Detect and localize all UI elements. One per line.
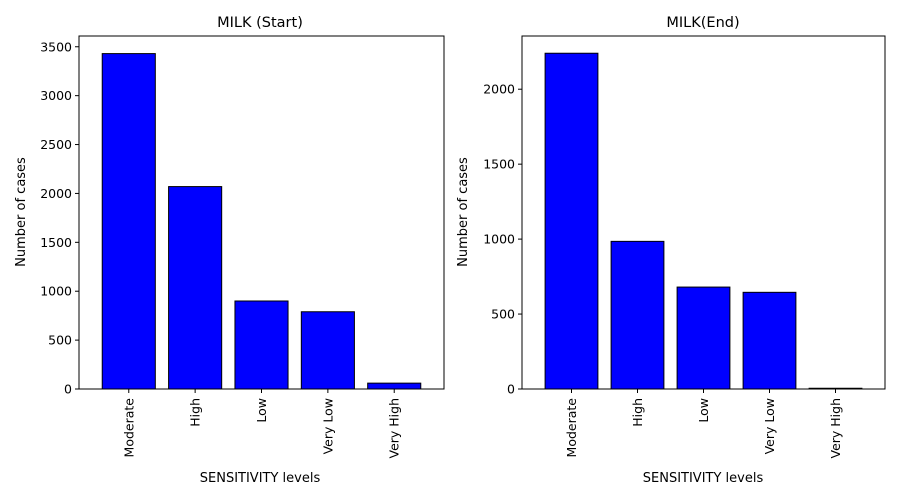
x-axis-label: SENSITIVITY levels: [643, 471, 764, 486]
bar-low: [676, 286, 731, 390]
y-tick-label: 2500: [40, 137, 72, 152]
y-tick-label: 2000: [40, 186, 72, 201]
y-tick-label: 1500: [40, 235, 72, 250]
bar-high: [168, 186, 223, 390]
x-tick-label: Moderate: [564, 398, 579, 458]
x-tick-label: High: [630, 398, 645, 427]
y-tick-label: 1500: [483, 157, 515, 172]
chart-title: MILK (Start): [217, 15, 303, 31]
bar-low: [234, 300, 289, 390]
bar-very-low: [300, 311, 355, 390]
bar-moderate: [544, 52, 599, 390]
y-tick-label: 2000: [483, 82, 515, 97]
x-tick-label: Low: [696, 398, 711, 423]
y-tick-label: 3000: [40, 88, 72, 103]
y-tick-label: 500: [48, 333, 72, 348]
bar-very-high: [367, 382, 422, 390]
y-tick-label: 3500: [40, 39, 72, 54]
y-axis-label: Number of cases: [14, 157, 29, 267]
chart-milk-start: MILK (Start) SENSITIVITY levels Number o…: [14, 15, 445, 486]
y-tick-label: 0: [507, 382, 515, 397]
y-tick-label: 1000: [40, 284, 72, 299]
y-tick-label: 0: [64, 382, 72, 397]
x-tick-label: High: [188, 398, 203, 427]
y-tick-label: 1000: [483, 232, 515, 247]
x-tick-label: Very Low: [320, 398, 335, 454]
chart-milk-end: MILK(End) SENSITIVITY levels Number of c…: [456, 15, 886, 486]
x-tick-label: Very Low: [762, 398, 777, 454]
x-tick-label: Very High: [828, 398, 843, 459]
y-axis-label: Number of cases: [456, 157, 471, 267]
x-tick-label: Very High: [387, 398, 402, 459]
bar-very-low: [742, 291, 797, 390]
chart-title: MILK(End): [666, 15, 739, 31]
x-tick-label: Moderate: [121, 398, 136, 458]
bar-high: [610, 240, 665, 390]
x-tick-label: Low: [254, 398, 269, 423]
y-tick-label: 500: [491, 307, 515, 322]
bar-moderate: [101, 53, 156, 390]
x-axis-label: SENSITIVITY levels: [200, 471, 321, 486]
